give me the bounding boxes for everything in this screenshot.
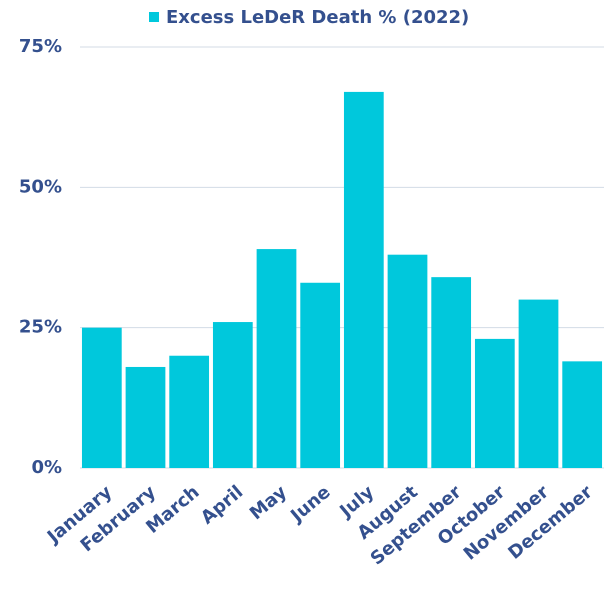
y-tick-label: 0%: [31, 457, 62, 478]
bar: [431, 277, 472, 468]
bar: [81, 327, 122, 468]
legend-swatch: [149, 12, 159, 22]
x-tick-label: June: [285, 482, 334, 528]
x-tick-label: April: [197, 482, 247, 529]
bar: [562, 361, 603, 468]
bar: [212, 322, 253, 468]
legend-label: Excess LeDeR Death % (2022): [166, 7, 469, 28]
bar: [343, 91, 384, 468]
bar: [300, 282, 341, 468]
bar: [518, 299, 559, 468]
bar: [387, 254, 428, 468]
y-tick-label: 75%: [19, 36, 62, 57]
y-tick-label: 50%: [19, 176, 62, 197]
bar: [256, 249, 297, 468]
x-tick-label: May: [246, 481, 291, 524]
bar: [474, 338, 515, 468]
bar: [125, 366, 166, 468]
bar: [169, 355, 210, 468]
y-tick-label: 25%: [19, 317, 62, 338]
